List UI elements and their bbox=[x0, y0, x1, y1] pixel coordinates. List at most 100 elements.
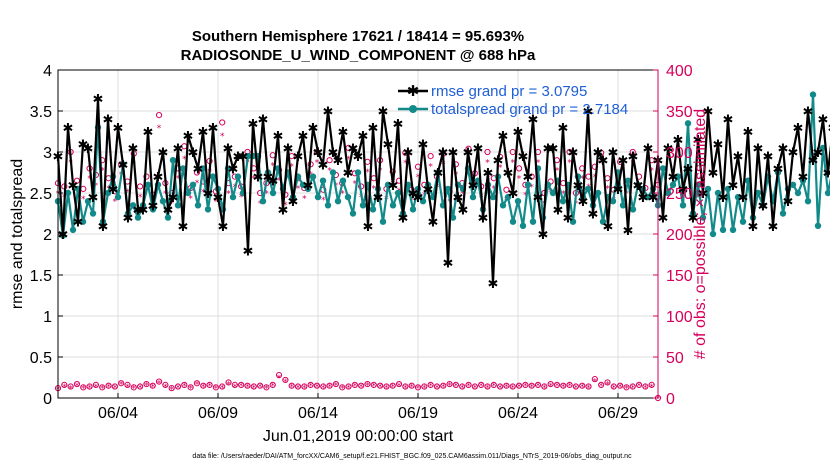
y-tick-label: 2 bbox=[43, 227, 52, 244]
totalspread-point bbox=[169, 157, 177, 164]
obs-possible-marker bbox=[358, 382, 365, 389]
totalspread-point bbox=[339, 177, 347, 184]
rmse-point: ✱ bbox=[593, 146, 604, 161]
rmse-point: ✱ bbox=[123, 212, 134, 227]
y-tick-label: 0 bbox=[43, 391, 52, 408]
obs-assimilated-marker: * bbox=[289, 383, 294, 393]
rmse-point: ✱ bbox=[708, 167, 719, 182]
rmse-point: ✱ bbox=[673, 134, 684, 149]
rmse-point: ✱ bbox=[508, 187, 519, 202]
chart-title-line2: RADIOSONDE_U_WIND_COMPONENT @ 688 hPa bbox=[181, 47, 536, 64]
rmse-point: ✱ bbox=[608, 146, 619, 161]
rmse-point: ✱ bbox=[428, 216, 439, 231]
rmse-point: ✱ bbox=[758, 199, 769, 214]
rmse-point: ✱ bbox=[583, 105, 594, 120]
rmse-point: ✱ bbox=[813, 146, 824, 161]
obs-possible-marker bbox=[421, 383, 428, 390]
obs-possible-marker bbox=[294, 383, 302, 390]
rmse-point: ✱ bbox=[638, 191, 649, 206]
obs-assimilated-marker: * bbox=[176, 384, 181, 394]
rmse-point: ✱ bbox=[663, 142, 674, 157]
rmse-point: ✱ bbox=[733, 150, 744, 165]
rmse-point: ✱ bbox=[83, 142, 94, 157]
right-axis-ticks: 0 50 100 150 200 250 300 350 400 bbox=[653, 63, 693, 408]
obs-assimilated-marker: * bbox=[479, 382, 484, 392]
rmse-point: ✱ bbox=[228, 162, 239, 177]
rmse-point: ✱ bbox=[188, 146, 199, 161]
totalspread-point bbox=[584, 185, 592, 193]
rmse-point: ✱ bbox=[628, 150, 639, 165]
rmse-point: ✱ bbox=[253, 171, 264, 186]
totalspread-point bbox=[804, 198, 812, 205]
obs-possible-marker bbox=[143, 380, 150, 388]
obs-possible-marker bbox=[465, 381, 472, 388]
obs-possible-marker bbox=[155, 378, 163, 385]
rmse-point: ✱ bbox=[233, 150, 244, 165]
obs-assimilated-marker: * bbox=[252, 175, 257, 185]
obs-assimilated-marker: * bbox=[510, 384, 515, 394]
totalspread-point bbox=[369, 206, 377, 213]
rmse-point: ✱ bbox=[313, 146, 324, 161]
totalspread-point bbox=[269, 189, 277, 197]
obs-assimilated-marker: * bbox=[548, 382, 553, 392]
totalspread-point bbox=[659, 165, 667, 172]
obs-assimilated-marker: * bbox=[81, 195, 86, 205]
obs-possible-marker bbox=[547, 380, 554, 388]
right-tick-label: 300 bbox=[666, 145, 693, 162]
totalspread-point bbox=[669, 181, 677, 188]
obs-possible-marker bbox=[137, 383, 144, 390]
rmse-point: ✱ bbox=[488, 277, 499, 292]
obs-possible-marker bbox=[433, 383, 441, 390]
obs-assimilated-marker: * bbox=[605, 381, 610, 391]
rmse-point: ✱ bbox=[143, 126, 154, 141]
obs-assimilated-marker: * bbox=[523, 382, 528, 392]
obs-possible-marker bbox=[231, 381, 238, 388]
totalspread-point bbox=[394, 189, 402, 197]
obs-assimilated-marker: * bbox=[264, 385, 269, 395]
rmse-point: ✱ bbox=[643, 142, 654, 157]
obs-possible-marker bbox=[137, 183, 144, 190]
rmse-point: ✱ bbox=[553, 203, 564, 218]
obs-assimilated-marker: * bbox=[169, 199, 174, 209]
totalspread-point bbox=[319, 177, 327, 184]
rmse-point: ✱ bbox=[68, 179, 79, 194]
rmse-point: ✱ bbox=[678, 183, 689, 198]
obs-assimilated-marker: * bbox=[346, 384, 351, 394]
obs-assimilated-marker: * bbox=[454, 382, 459, 392]
rmse-point: ✱ bbox=[748, 220, 759, 235]
totalspread-point bbox=[629, 206, 637, 213]
totalspread-point bbox=[194, 202, 202, 209]
totalspread-point bbox=[449, 214, 457, 221]
rmse-point: ✱ bbox=[598, 154, 609, 169]
obs-assimilated-marker: * bbox=[403, 159, 408, 169]
rmse-point: ✱ bbox=[418, 138, 429, 153]
obs-assimilated-marker: * bbox=[498, 384, 503, 394]
obs-possible-marker bbox=[124, 381, 131, 388]
obs-assimilated-marker: * bbox=[195, 381, 200, 391]
totalspread-point bbox=[559, 198, 567, 205]
rmse-point: ✱ bbox=[443, 257, 454, 272]
rmse-point: ✱ bbox=[178, 220, 189, 235]
rmse-point: ✱ bbox=[148, 199, 159, 214]
totalspread-point bbox=[789, 181, 797, 188]
rmse-point: ✱ bbox=[163, 203, 174, 218]
obs-possible-marker bbox=[212, 384, 219, 391]
obs-possible-marker bbox=[99, 384, 106, 391]
obs-assimilated-marker: * bbox=[510, 158, 515, 168]
rmse-point: ✱ bbox=[308, 121, 319, 136]
rmse-point: ✱ bbox=[408, 187, 419, 202]
rmse-point: ✱ bbox=[103, 113, 114, 128]
rmse-point: ✱ bbox=[798, 171, 809, 186]
rmse-point: ✱ bbox=[323, 105, 334, 120]
right-tick-label: 50 bbox=[666, 350, 684, 367]
obs-assimilated-marker: * bbox=[68, 385, 73, 395]
rmse-point: ✱ bbox=[523, 171, 534, 186]
rmse-point: ✱ bbox=[203, 187, 214, 202]
totalspread-point bbox=[524, 181, 532, 188]
obs-assimilated-marker: * bbox=[624, 190, 629, 200]
obs-possible-marker bbox=[497, 383, 504, 390]
obs-possible-marker bbox=[67, 383, 74, 390]
rmse-point: ✱ bbox=[818, 113, 829, 128]
obs-possible-marker bbox=[288, 382, 295, 389]
rmse-point: ✱ bbox=[358, 130, 369, 145]
